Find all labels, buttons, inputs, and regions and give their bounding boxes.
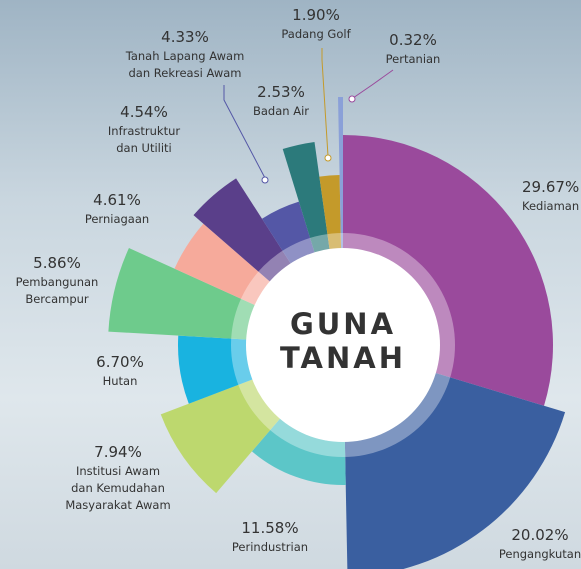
value-label: 4.61% [93, 191, 141, 209]
value-label: 0.32% [389, 31, 437, 49]
value-label: 1.90% [292, 6, 340, 24]
value-label: 7.94% [94, 443, 142, 461]
category-label: Hutan [103, 374, 138, 388]
chart: GUNATANAH 29.67% Kediaman 20.02% Pengangkut… [0, 0, 581, 569]
value-label: 2.53% [257, 83, 305, 101]
value-label: 4.33% [161, 28, 209, 46]
category-label: Perindustrian [232, 540, 308, 554]
leader-dot [349, 96, 355, 102]
value-label: 5.86% [33, 254, 81, 272]
value-label: 20.02% [511, 526, 568, 544]
page: {"chart_data": {"type": "rose", "title":… [0, 0, 581, 569]
value-label: 6.70% [96, 353, 144, 371]
category-label: Badan Air [253, 104, 309, 118]
value-label: 11.58% [241, 519, 298, 537]
category-label: Pertanian [386, 52, 441, 66]
category-label: Perniagaan [85, 212, 149, 226]
category-label: Kediaman [522, 199, 579, 213]
category-label: Pengangkutan [499, 547, 581, 561]
value-label: 29.67% [522, 178, 579, 196]
leader-dot [262, 177, 268, 183]
value-label: 4.54% [120, 103, 168, 121]
category-label: Padang Golf [281, 27, 351, 41]
leader-dot [325, 155, 331, 161]
